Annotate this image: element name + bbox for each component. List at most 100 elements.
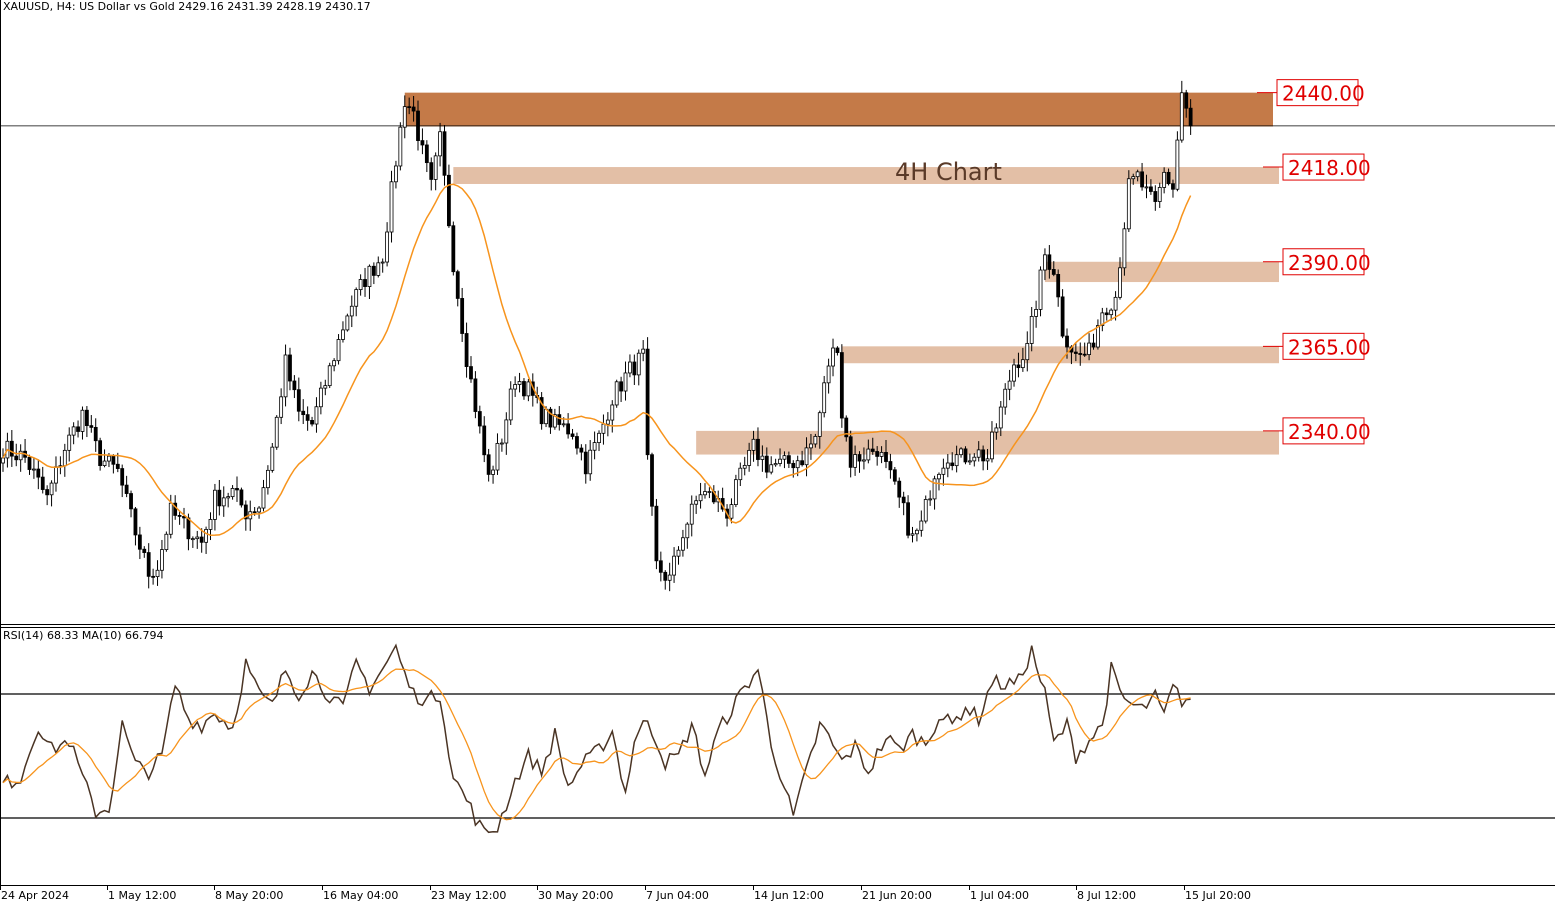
candle	[1, 448, 5, 472]
candle	[831, 338, 835, 377]
candle-body	[151, 575, 156, 578]
candle	[84, 406, 89, 438]
candle-body	[199, 536, 204, 543]
candle-body	[795, 460, 800, 469]
candle	[650, 452, 654, 516]
candle	[195, 530, 200, 549]
level-value: 2418.00	[1288, 156, 1371, 180]
candle-body	[389, 181, 394, 233]
candle	[667, 562, 672, 592]
rsi-ma-line	[2, 668, 1191, 821]
candlestick-series	[1, 80, 1193, 592]
candle-body	[848, 436, 853, 468]
candle	[411, 95, 416, 122]
candle-body	[875, 451, 880, 457]
candle	[685, 522, 690, 549]
candle-body	[142, 548, 147, 553]
candle-body	[40, 476, 45, 490]
candle	[698, 482, 703, 509]
candle	[967, 453, 972, 465]
candle-body	[954, 454, 959, 467]
candle-body	[1175, 139, 1180, 190]
candle	[897, 477, 902, 508]
level-box	[1276, 79, 1359, 107]
candle-body	[513, 384, 518, 390]
candle	[742, 456, 747, 476]
candle-body	[451, 225, 456, 273]
candle-body	[641, 348, 646, 354]
candle	[1051, 261, 1056, 277]
candle-body	[67, 434, 72, 451]
candle	[164, 531, 169, 552]
candle-body	[632, 361, 637, 376]
candle-body	[1157, 187, 1162, 202]
candle-body	[756, 438, 760, 460]
time-tick-label: 1 May 12:00	[108, 889, 176, 902]
candle	[592, 431, 597, 460]
candle	[826, 358, 831, 394]
candle	[18, 444, 23, 472]
candle	[1003, 383, 1008, 415]
candle	[994, 423, 999, 440]
candle-body	[486, 454, 491, 475]
candle-body	[495, 443, 500, 471]
candle	[619, 376, 623, 402]
time-tick-label: 8 Jul 12:00	[1077, 889, 1136, 902]
rsi-header: RSI(14) 68.33 MA(10) 66.794	[3, 629, 164, 642]
candle	[923, 495, 928, 524]
candle-body	[49, 482, 54, 496]
candle-body	[663, 571, 668, 581]
candle	[447, 164, 451, 228]
candle-body	[870, 448, 875, 452]
candle	[857, 451, 862, 473]
candle-body	[433, 155, 438, 180]
candle	[610, 400, 615, 433]
candle	[778, 448, 782, 467]
candle	[314, 397, 319, 433]
candle-body	[601, 423, 606, 434]
candle-body	[910, 533, 915, 536]
candle	[1144, 174, 1149, 199]
candle	[460, 287, 465, 342]
candle-body	[1060, 296, 1065, 337]
candle	[1162, 167, 1167, 194]
candle	[954, 445, 959, 473]
candle	[318, 381, 323, 415]
candle	[283, 344, 288, 407]
candle-body	[213, 489, 217, 520]
candle-body	[619, 381, 623, 392]
candle	[526, 378, 531, 402]
candle-body	[186, 517, 191, 540]
candle-body	[552, 414, 557, 428]
level-label-3: 2365.00	[1263, 332, 1371, 360]
candle	[844, 415, 849, 442]
candle-body	[14, 455, 19, 461]
candle-body	[857, 454, 862, 462]
candle	[628, 354, 632, 378]
candle-body	[1179, 92, 1184, 141]
candle	[199, 528, 204, 553]
candle-body	[579, 447, 584, 453]
candle-body	[469, 366, 473, 380]
candle	[879, 446, 884, 464]
candle-body	[508, 388, 513, 421]
candle	[1025, 331, 1030, 372]
candle	[146, 543, 151, 589]
candle-body	[932, 478, 937, 500]
candle-body	[623, 372, 628, 392]
candle	[305, 406, 310, 431]
candle	[80, 406, 85, 440]
candle-body	[950, 462, 955, 467]
candle-body	[583, 451, 588, 475]
candle-body	[681, 537, 685, 551]
time-tick-label: 14 Jun 12:00	[754, 889, 824, 902]
candle	[769, 456, 774, 475]
candle	[336, 334, 341, 365]
chart-title: 4H Chart	[895, 158, 1002, 186]
candle	[221, 486, 226, 517]
candle-body	[1149, 186, 1153, 192]
candle-body	[764, 455, 769, 473]
candle	[809, 433, 813, 460]
candle	[1179, 80, 1184, 143]
